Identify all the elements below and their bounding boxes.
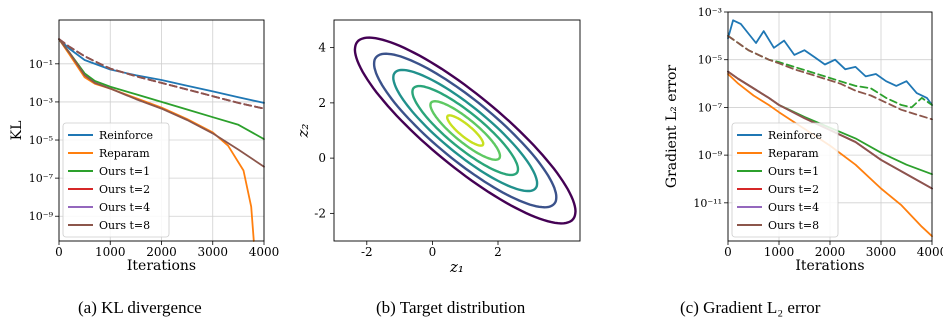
kl-ytick-label: 10⁻⁷ bbox=[29, 172, 54, 185]
contour-level-2 bbox=[392, 68, 539, 193]
kl-yaxis-label: KL bbox=[9, 121, 25, 141]
grad-series-line-5 bbox=[727, 70, 933, 190]
grad-xtick-label: 1000 bbox=[764, 245, 795, 259]
contour-level-1 bbox=[372, 52, 558, 209]
kl-xtick-label: 4000 bbox=[249, 245, 280, 259]
caption-kl-divergence: (a) KL divergence bbox=[78, 298, 202, 317]
grad-yaxis-label: Gradient L₂ error bbox=[664, 65, 680, 188]
kl-series-line-1 bbox=[58, 38, 255, 242]
grad-legend-label: Ours t=8 bbox=[768, 219, 819, 232]
contour-level-5 bbox=[446, 114, 485, 147]
caption-gradient-error: (c) Gradient L₂ error bbox=[680, 298, 821, 317]
kl-legend-label: Ours t=1 bbox=[99, 165, 150, 178]
kl-legend-label: Ours t=2 bbox=[99, 183, 150, 196]
grad-legend-label: Ours t=2 bbox=[768, 183, 819, 196]
target-ytick-label: -2 bbox=[314, 206, 326, 220]
kl-legend-box bbox=[62, 122, 170, 238]
kl-xtick-label: 1000 bbox=[95, 245, 126, 259]
target-xtick-label: -2 bbox=[361, 245, 373, 259]
grad-xtick-label: 2000 bbox=[815, 245, 846, 259]
contour-level-3 bbox=[411, 84, 520, 177]
kl-legend-label: Ours t=4 bbox=[99, 201, 150, 214]
kl-legend-label: Ours t=8 bbox=[99, 219, 150, 232]
grad-xtick-label: 0 bbox=[724, 245, 732, 259]
kl-ytick-label: 10⁻⁵ bbox=[29, 134, 53, 147]
kl-ytick-label: 10⁻³ bbox=[29, 96, 53, 109]
kl-ytick-label: 10⁻⁹ bbox=[29, 210, 54, 223]
kl-xtick-label: 3000 bbox=[197, 245, 228, 259]
contour-level-4 bbox=[429, 99, 502, 162]
grad-legend-label: Ours t=4 bbox=[768, 201, 819, 214]
target-ytick-label: 0 bbox=[318, 151, 326, 165]
target-yaxis-label: z₂ bbox=[294, 124, 312, 139]
target-xtick-label: 2 bbox=[494, 245, 502, 259]
kl-series-line-5 bbox=[58, 38, 265, 168]
kl-axes-frame bbox=[58, 19, 265, 242]
grad-ytick-label: 10⁻⁵ bbox=[698, 54, 722, 67]
target-axes-frame bbox=[333, 19, 581, 242]
grad-xaxis-label: Iterations bbox=[795, 258, 864, 274]
kl-series-line-0 bbox=[58, 38, 265, 104]
target-ytick-label: 2 bbox=[318, 96, 326, 110]
grad-series-line-7 bbox=[727, 35, 933, 121]
grad-legend-label: Reinforce bbox=[768, 129, 822, 142]
grad-ytick-label: 10⁻³ bbox=[698, 6, 722, 19]
grad-ytick-label: 10⁻⁹ bbox=[698, 149, 723, 162]
grad-axes-frame bbox=[727, 11, 933, 242]
target-xaxis-label: z₁ bbox=[449, 258, 464, 276]
kl-xaxis-label: Iterations bbox=[127, 258, 196, 274]
target-ytick-label: 4 bbox=[318, 41, 326, 55]
grad-legend-box bbox=[731, 122, 839, 238]
kl-xtick-label: 0 bbox=[55, 245, 63, 259]
kl-legend-label: Reinforce bbox=[99, 129, 153, 142]
kl-legend-label: Reparam bbox=[99, 147, 150, 160]
kl-series-line-6 bbox=[58, 38, 265, 110]
kl-xtick-label: 2000 bbox=[146, 245, 177, 259]
grad-xtick-label: 4000 bbox=[917, 245, 943, 259]
grad-xtick-label: 3000 bbox=[866, 245, 897, 259]
grad-ytick-label: 10⁻¹¹ bbox=[693, 197, 722, 210]
grad-ytick-label: 10⁻⁷ bbox=[698, 101, 723, 114]
kl-ytick-label: 10⁻¹ bbox=[29, 58, 53, 71]
grad-legend-label: Reparam bbox=[768, 147, 819, 160]
contour-level-0 bbox=[353, 36, 577, 225]
caption-target-distribution: (b) Target distribution bbox=[376, 298, 526, 317]
target-xtick-label: 0 bbox=[429, 245, 437, 259]
grad-series-line-0 bbox=[727, 19, 933, 106]
grad-legend-label: Ours t=1 bbox=[768, 165, 819, 178]
